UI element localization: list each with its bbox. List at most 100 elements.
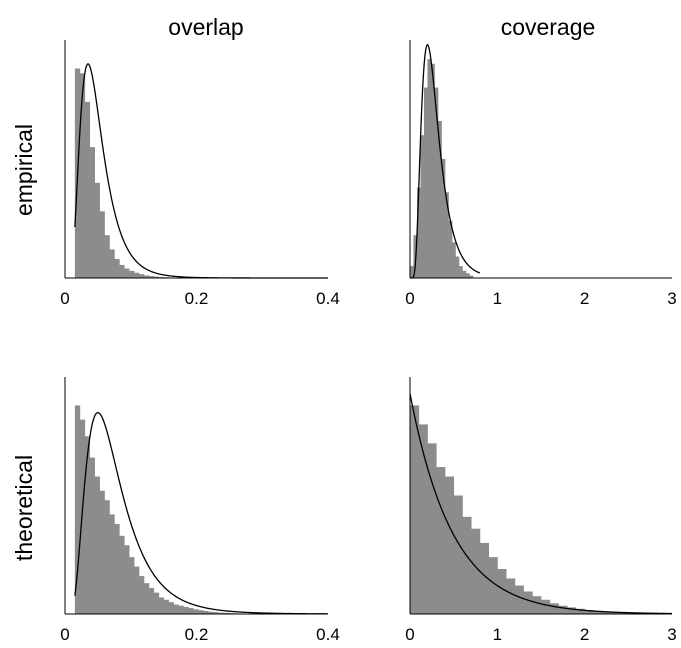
histogram-bar	[619, 612, 629, 614]
histogram-bar	[134, 566, 140, 614]
histogram-bar	[469, 275, 474, 278]
histogram-bar	[104, 235, 110, 278]
histogram-bar	[465, 273, 470, 278]
histogram-bar	[549, 603, 559, 614]
histogram-bar	[410, 266, 414, 278]
density-curve	[409, 393, 673, 615]
histogram-bar	[420, 135, 425, 278]
histogram-bar	[434, 87, 439, 278]
histogram-bar	[427, 443, 437, 614]
x-tick-label: 2	[580, 289, 589, 308]
histogram-bar	[602, 611, 612, 614]
histogram-bar	[458, 266, 463, 278]
histogram-bar	[217, 612, 224, 614]
histogram-bar	[506, 578, 516, 614]
histogram-bar	[124, 268, 130, 278]
histogram-bar	[134, 272, 140, 278]
histogram-bar	[523, 591, 533, 614]
panel-theoretical-overlap: 0 0.2 0.4	[60, 377, 340, 644]
x-tick-label: 0	[405, 625, 414, 644]
histogram-bar	[222, 612, 229, 614]
histogram-bar	[444, 192, 449, 278]
histogram-bar	[178, 605, 184, 614]
histogram-bar	[471, 528, 481, 614]
panel-theoretical-coverage: 0 1 2 3	[405, 377, 677, 644]
histogram-bar	[418, 424, 428, 614]
histogram-bar	[114, 523, 120, 614]
histogram-bar	[99, 211, 105, 278]
histogram-bar	[410, 405, 420, 614]
histogram-bar	[129, 557, 135, 614]
column-title-coverage: coverage	[501, 14, 596, 40]
histogram-bar	[455, 256, 460, 278]
histogram-bar	[109, 514, 115, 614]
histogram-bar	[114, 258, 120, 278]
histogram-bar	[153, 276, 160, 278]
histogram-bar	[89, 457, 95, 614]
histogram-bar	[212, 612, 219, 614]
histogram-bar	[593, 610, 603, 614]
histogram-bar	[514, 585, 524, 614]
histogram-bar	[138, 576, 145, 614]
histogram-bar	[610, 612, 620, 614]
histogram-bar	[462, 516, 472, 614]
histogram-bar	[79, 73, 86, 278]
row-label-theoretical: theoretical	[11, 455, 37, 561]
histogram-bar	[153, 592, 160, 614]
x-tick-label: 1	[493, 289, 502, 308]
density-curve	[410, 44, 481, 279]
histogram-bar	[567, 607, 577, 614]
histogram-bar	[168, 602, 174, 614]
histogram-bar	[143, 275, 150, 278]
histogram-bar	[436, 467, 446, 614]
histogram-bar	[148, 276, 155, 278]
histogram-bar	[94, 182, 100, 278]
histogram-bar	[558, 605, 568, 614]
histogram-bar	[441, 159, 446, 278]
histogram-bar	[143, 583, 150, 614]
x-tick-label: 0	[60, 625, 69, 644]
histogram-bar	[479, 542, 489, 614]
x-tick-label: 1	[493, 625, 502, 644]
histogram-bar	[158, 597, 165, 614]
histogram-bar	[148, 587, 155, 614]
histogram-bar	[163, 599, 169, 614]
histogram-bar	[575, 608, 586, 614]
histogram-bar	[188, 608, 194, 614]
histogram-bar	[74, 405, 81, 614]
histogram-bar	[109, 249, 115, 278]
histogram-bar	[129, 270, 135, 278]
histogram-bar	[453, 495, 463, 614]
histogram-bar	[448, 220, 453, 278]
x-tick-label: 3	[667, 289, 676, 308]
panel-empirical-overlap: 0 0.2 0.4	[60, 40, 340, 308]
histogram-bar	[532, 596, 542, 614]
histogram-bar	[119, 264, 125, 278]
x-tick-label: 0.4	[316, 289, 340, 308]
x-tick-label: 0	[405, 289, 414, 308]
panel-empirical-coverage: 0 1 2 3	[405, 40, 677, 308]
histogram-bar	[430, 63, 435, 278]
histogram-bar	[437, 120, 442, 278]
histogram-bar	[497, 568, 507, 614]
x-tick-label: 3	[667, 625, 676, 644]
histogram-bar	[193, 609, 199, 614]
histogram-bar	[427, 59, 432, 278]
histogram-bar	[183, 606, 189, 614]
x-tick-label: 0.2	[185, 289, 209, 308]
histogram-bar	[444, 476, 455, 614]
histogram-bar	[541, 599, 551, 614]
histogram-bar	[173, 604, 179, 614]
histogram-bar	[94, 476, 100, 614]
x-tick-label: 2	[580, 625, 589, 644]
histogram-bar	[99, 490, 105, 614]
column-title-overlap: overlap	[168, 14, 243, 40]
histogram-bar	[488, 557, 498, 614]
histogram-bar	[203, 610, 209, 614]
row-label-empirical: empirical	[11, 124, 37, 216]
density-curve	[74, 63, 328, 279]
histogram-bar	[124, 545, 130, 614]
histogram-bar	[208, 611, 214, 614]
histogram-bar	[84, 436, 91, 614]
